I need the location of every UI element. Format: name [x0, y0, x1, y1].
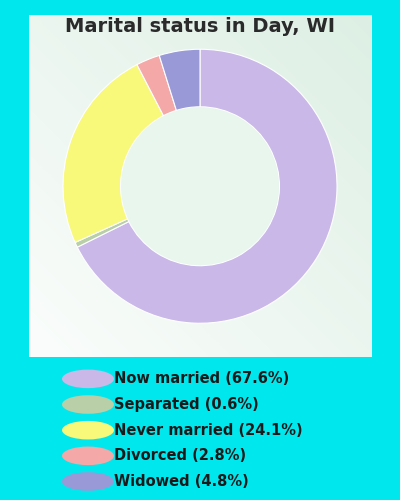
Circle shape [62, 472, 114, 490]
Circle shape [62, 446, 114, 465]
Circle shape [62, 396, 114, 414]
Text: Now married (67.6%): Now married (67.6%) [114, 372, 289, 386]
Wedge shape [77, 50, 337, 323]
Circle shape [62, 421, 114, 440]
Wedge shape [75, 219, 129, 247]
Circle shape [121, 108, 279, 265]
Wedge shape [63, 64, 164, 242]
Text: Never married (24.1%): Never married (24.1%) [114, 422, 303, 438]
Text: Separated (0.6%): Separated (0.6%) [114, 397, 259, 412]
Text: Widowed (4.8%): Widowed (4.8%) [114, 474, 249, 489]
Wedge shape [137, 56, 176, 116]
Text: Marital status in Day, WI: Marital status in Day, WI [65, 18, 335, 36]
Wedge shape [159, 50, 200, 110]
Circle shape [62, 370, 114, 388]
Text: Divorced (2.8%): Divorced (2.8%) [114, 448, 246, 464]
